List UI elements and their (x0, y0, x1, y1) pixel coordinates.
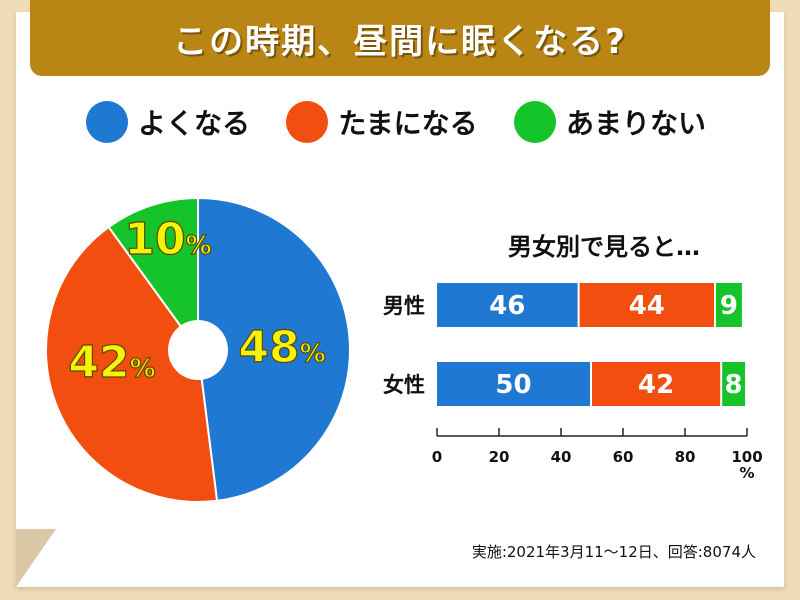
chart-title: この時期、昼間に眠くなる? (173, 21, 627, 62)
legend-label-rarely: あまりない (565, 107, 706, 140)
legend-item-sometimes: たまになる (286, 101, 478, 143)
stacked-bar-chart: 男女別で見ると…男性 46 44 9女性 50 42 80 20 40 60 80 100% (383, 233, 763, 482)
title-banner: この時期、昼間に眠くなる? (30, 0, 770, 76)
bar-segment-female-sometimes (592, 362, 721, 406)
bar-label-male-often: 46 (489, 291, 525, 321)
x-tick-label: 100 (731, 448, 762, 466)
pie-slice-rarely (107, 196, 199, 354)
bar-segment-male-sometimes (579, 283, 714, 327)
legend-swatch-sometimes (286, 101, 329, 143)
legend-label-often: よくなる (138, 107, 251, 140)
legend: よくなる たまになる あまりない (86, 100, 706, 144)
x-tick-label: 60 (613, 448, 634, 466)
pie-slice-often (197, 196, 351, 502)
pie-slice-sometimes (45, 225, 219, 503)
bar-label-female-sometimes: 42 (638, 370, 674, 400)
survey-footnote: 実施:2021年3月11〜12日、回答:8074人 (471, 543, 756, 561)
legend-item-rarely: あまりない (513, 101, 706, 143)
bar-label-female-often: 50 (495, 370, 531, 400)
x-tick-label: 40 (551, 448, 572, 466)
legend-swatch-rarely (513, 101, 556, 143)
page-curl (16, 529, 56, 587)
pie-center-hole (168, 320, 228, 380)
legend-swatch-often (86, 101, 128, 143)
bar-segment-female-often (437, 362, 590, 406)
bar-category-male: 男性 (383, 294, 425, 318)
bar-chart-title: 男女別で見ると… (508, 233, 700, 261)
bar-segment-female-rarely (722, 362, 745, 406)
x-tick-label: 80 (675, 448, 696, 466)
pie-label-often: 48% (238, 322, 325, 373)
legend-label-sometimes: たまになる (338, 107, 478, 140)
pie-label-rarely: 10% (124, 214, 211, 265)
pie-chart: 48% 42% 10% (45, 196, 351, 503)
bar-label-male-rarely: 9 (720, 291, 738, 321)
bar-category-female: 女性 (383, 373, 425, 397)
bar-segment-male-rarely (716, 283, 742, 327)
bar-label-female-rarely: 8 (725, 370, 743, 400)
bar-segment-male-often (437, 283, 578, 327)
x-axis-unit: % (739, 464, 754, 482)
bar-label-male-sometimes: 44 (629, 291, 665, 321)
pie-label-sometimes: 42% (68, 337, 155, 388)
legend-item-often: よくなる (86, 101, 250, 143)
x-tick-label: 20 (489, 448, 510, 466)
x-tick-label: 0 (432, 448, 442, 466)
